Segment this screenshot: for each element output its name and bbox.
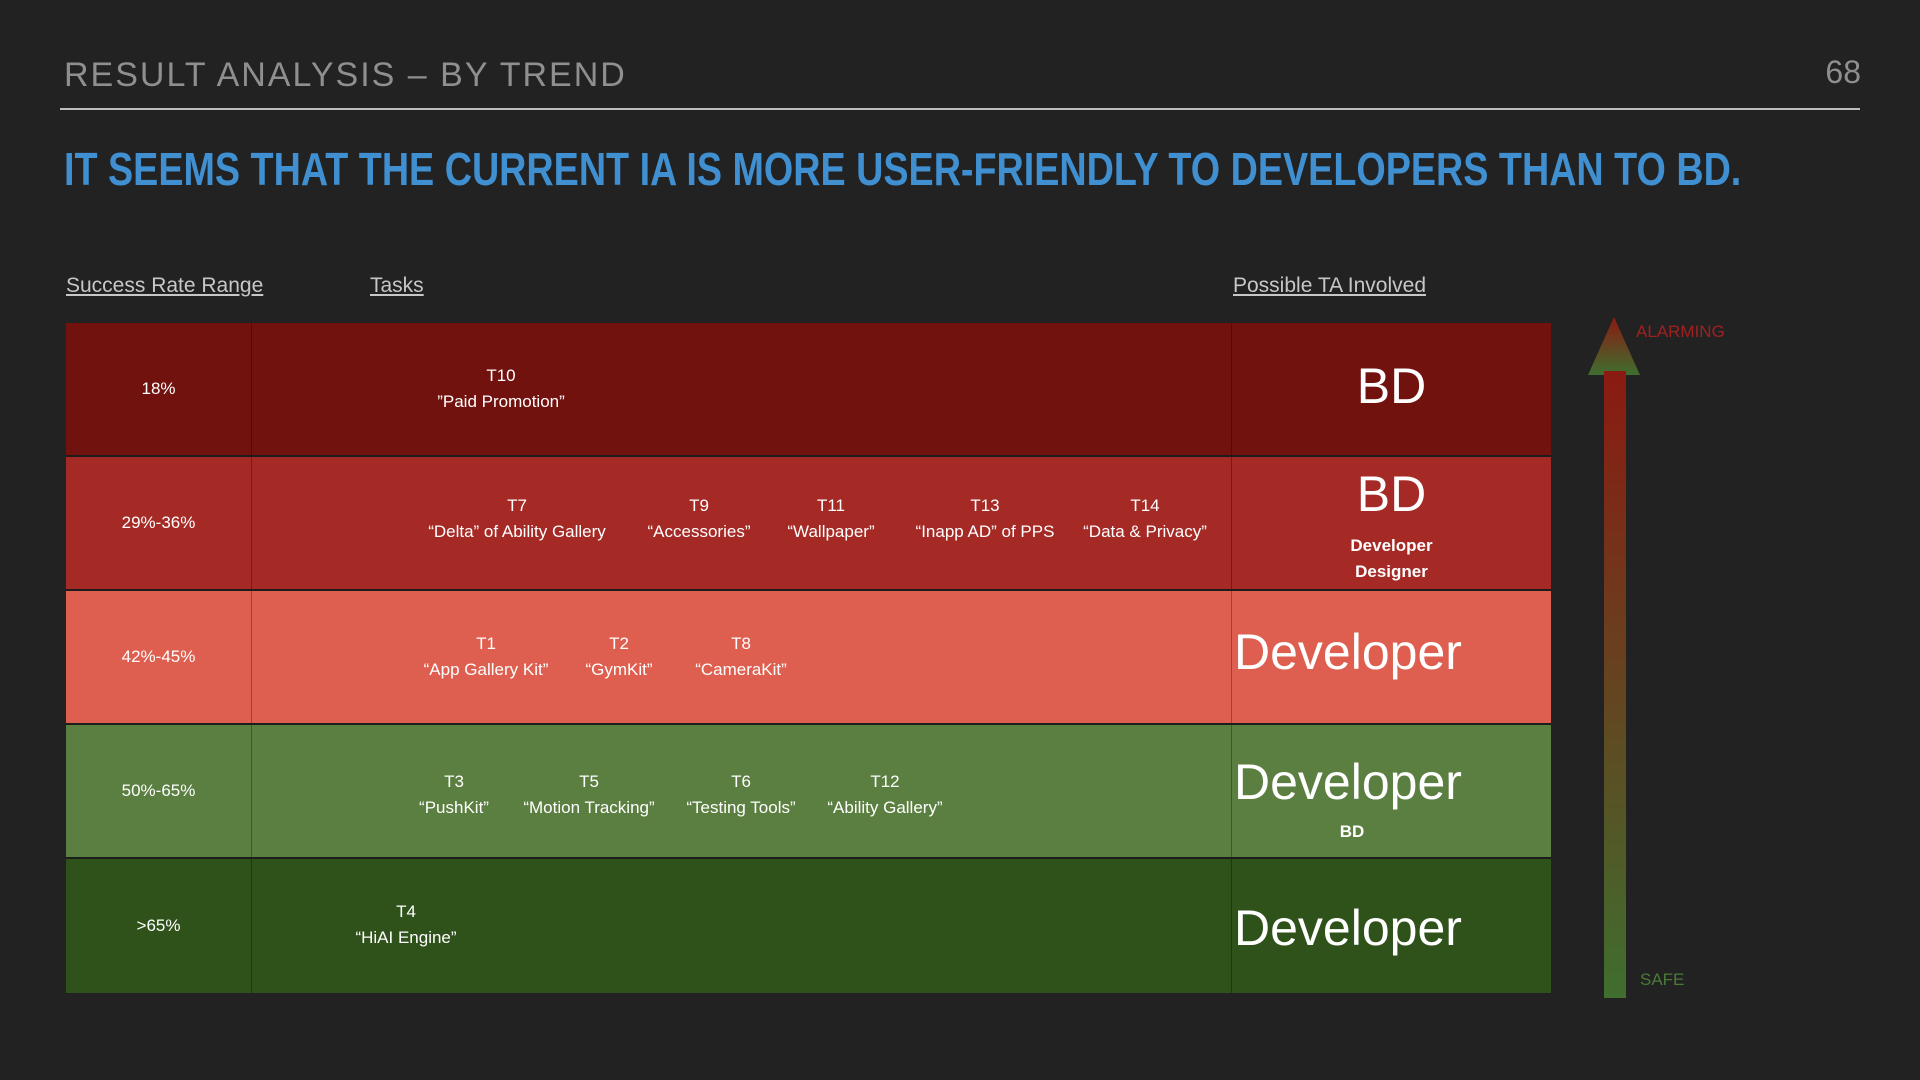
task-item: T13 “Inapp AD” of PPS [916,493,1055,545]
ta-primary: Developer [1234,754,1462,810]
ta-cell: BD Developer Designer [1232,457,1551,589]
severity-arrow [1588,317,1640,998]
task-name: “Wallpaper” [787,522,875,541]
task-name: “Ability Gallery” [827,798,943,817]
task-name: ”Paid Promotion” [437,392,565,411]
task-id: T9 [689,496,709,515]
ta-secondary: Designer [1355,562,1428,581]
task-item: T12 “Ability Gallery” [827,769,942,821]
task-name: “Data & Privacy” [1083,522,1207,541]
table-row: 42%-45% T1 “App Gallery Kit” T2 “GymKit”… [66,591,1551,725]
ta-primary: BD [1356,358,1427,414]
tasks-cell: T3 “PushKit” T5 “Motion Tracking” T6 “Te… [252,725,1232,857]
rate-cell: 50%-65% [66,725,252,857]
task-id: T5 [579,772,599,791]
safe-label: SAFE [1640,970,1685,989]
section-title: RESULT ANALYSIS – BY TREND [64,56,627,94]
ta-primary: Developer [1234,624,1462,680]
ta-secondary: BD [1339,822,1365,841]
rate-cell: 29%-36% [66,457,252,589]
tasks-cell: T4 “HiAI Engine” [252,859,1232,993]
ta-primary: BD [1356,466,1427,522]
task-name: “CameraKit” [695,660,787,679]
task-item: T7 “Delta” of Ability Gallery [428,493,606,545]
task-name: “App Gallery Kit” [423,660,549,679]
task-item: T6 “Testing Tools” [686,769,795,821]
ta-cell: Developer [1232,591,1551,723]
rate-cell: 42%-45% [66,591,252,723]
task-name: “Motion Tracking” [523,798,655,817]
page-number: 68 [1825,54,1861,90]
trend-table: 18% T10 ”Paid Promotion” BD 29%-36% T7 “… [66,323,1551,993]
arrow-shaft [1604,371,1626,998]
task-item: T2 “GymKit” [585,631,652,683]
task-id: T13 [970,496,1000,515]
tasks-cell: T1 “App Gallery Kit” T2 “GymKit” T8 “Cam… [252,591,1232,723]
arrow-head [1588,317,1640,375]
ta-cell: Developer [1232,859,1551,993]
rate-cell: >65% [66,859,252,993]
task-item: T10 ”Paid Promotion” [437,363,565,415]
task-item: T8 “CameraKit” [695,631,787,683]
task-id: T1 [476,634,496,653]
task-item: T5 “Motion Tracking” [523,769,654,821]
task-id: T2 [609,634,629,653]
task-name: “HiAI Engine” [355,928,457,947]
task-id: T6 [731,772,751,791]
task-item: T11 “Wallpaper” [787,493,874,545]
task-id: T3 [444,772,464,791]
column-header-tasks: Tasks [370,274,424,297]
task-id: T4 [396,902,416,921]
table-row: 50%-65% T3 “PushKit” T5 “Motion Tracking… [66,725,1551,859]
task-name: “PushKit” [419,798,489,817]
task-name: “Accessories” [647,522,751,541]
task-id: T14 [1130,496,1160,515]
task-name: “Testing Tools” [686,798,796,817]
task-id: T7 [507,496,527,515]
table-row: 18% T10 ”Paid Promotion” BD [66,323,1551,457]
ta-cell: Developer BD [1232,725,1551,857]
task-id: T11 [816,496,846,515]
table-row: >65% T4 “HiAI Engine” Developer [66,859,1551,993]
ta-secondary: Developer [1350,536,1433,555]
alarming-label: ALARMING [1636,322,1725,341]
task-item: T4 “HiAI Engine” [355,899,456,951]
tasks-cell: T7 “Delta” of Ability Gallery T9 “Access… [252,457,1232,589]
task-item: T3 “PushKit” [419,769,489,821]
column-header-success-rate: Success Rate Range [66,274,264,297]
task-name: “GymKit” [585,660,653,679]
task-id: T12 [870,772,900,791]
table-row: 29%-36% T7 “Delta” of Ability Gallery T9… [66,457,1551,591]
task-name: “Inapp AD” of PPS [915,522,1055,541]
headline: IT SEEMS THAT THE CURRENT IA IS MORE USE… [64,143,1742,195]
rate-cell: 18% [66,323,252,455]
header-divider [60,108,1860,110]
task-item: T14 “Data & Privacy” [1083,493,1207,545]
task-name: “Delta” of Ability Gallery [428,522,606,541]
task-id: T10 [486,366,516,385]
task-item: T9 “Accessories” [648,493,751,545]
task-id: T8 [731,634,751,653]
ta-cell: BD [1232,323,1551,455]
tasks-cell: T10 ”Paid Promotion” [252,323,1232,455]
task-item: T1 “App Gallery Kit” [424,631,549,683]
column-header-ta: Possible TA Involved [1233,274,1426,297]
ta-primary: Developer [1234,900,1462,956]
